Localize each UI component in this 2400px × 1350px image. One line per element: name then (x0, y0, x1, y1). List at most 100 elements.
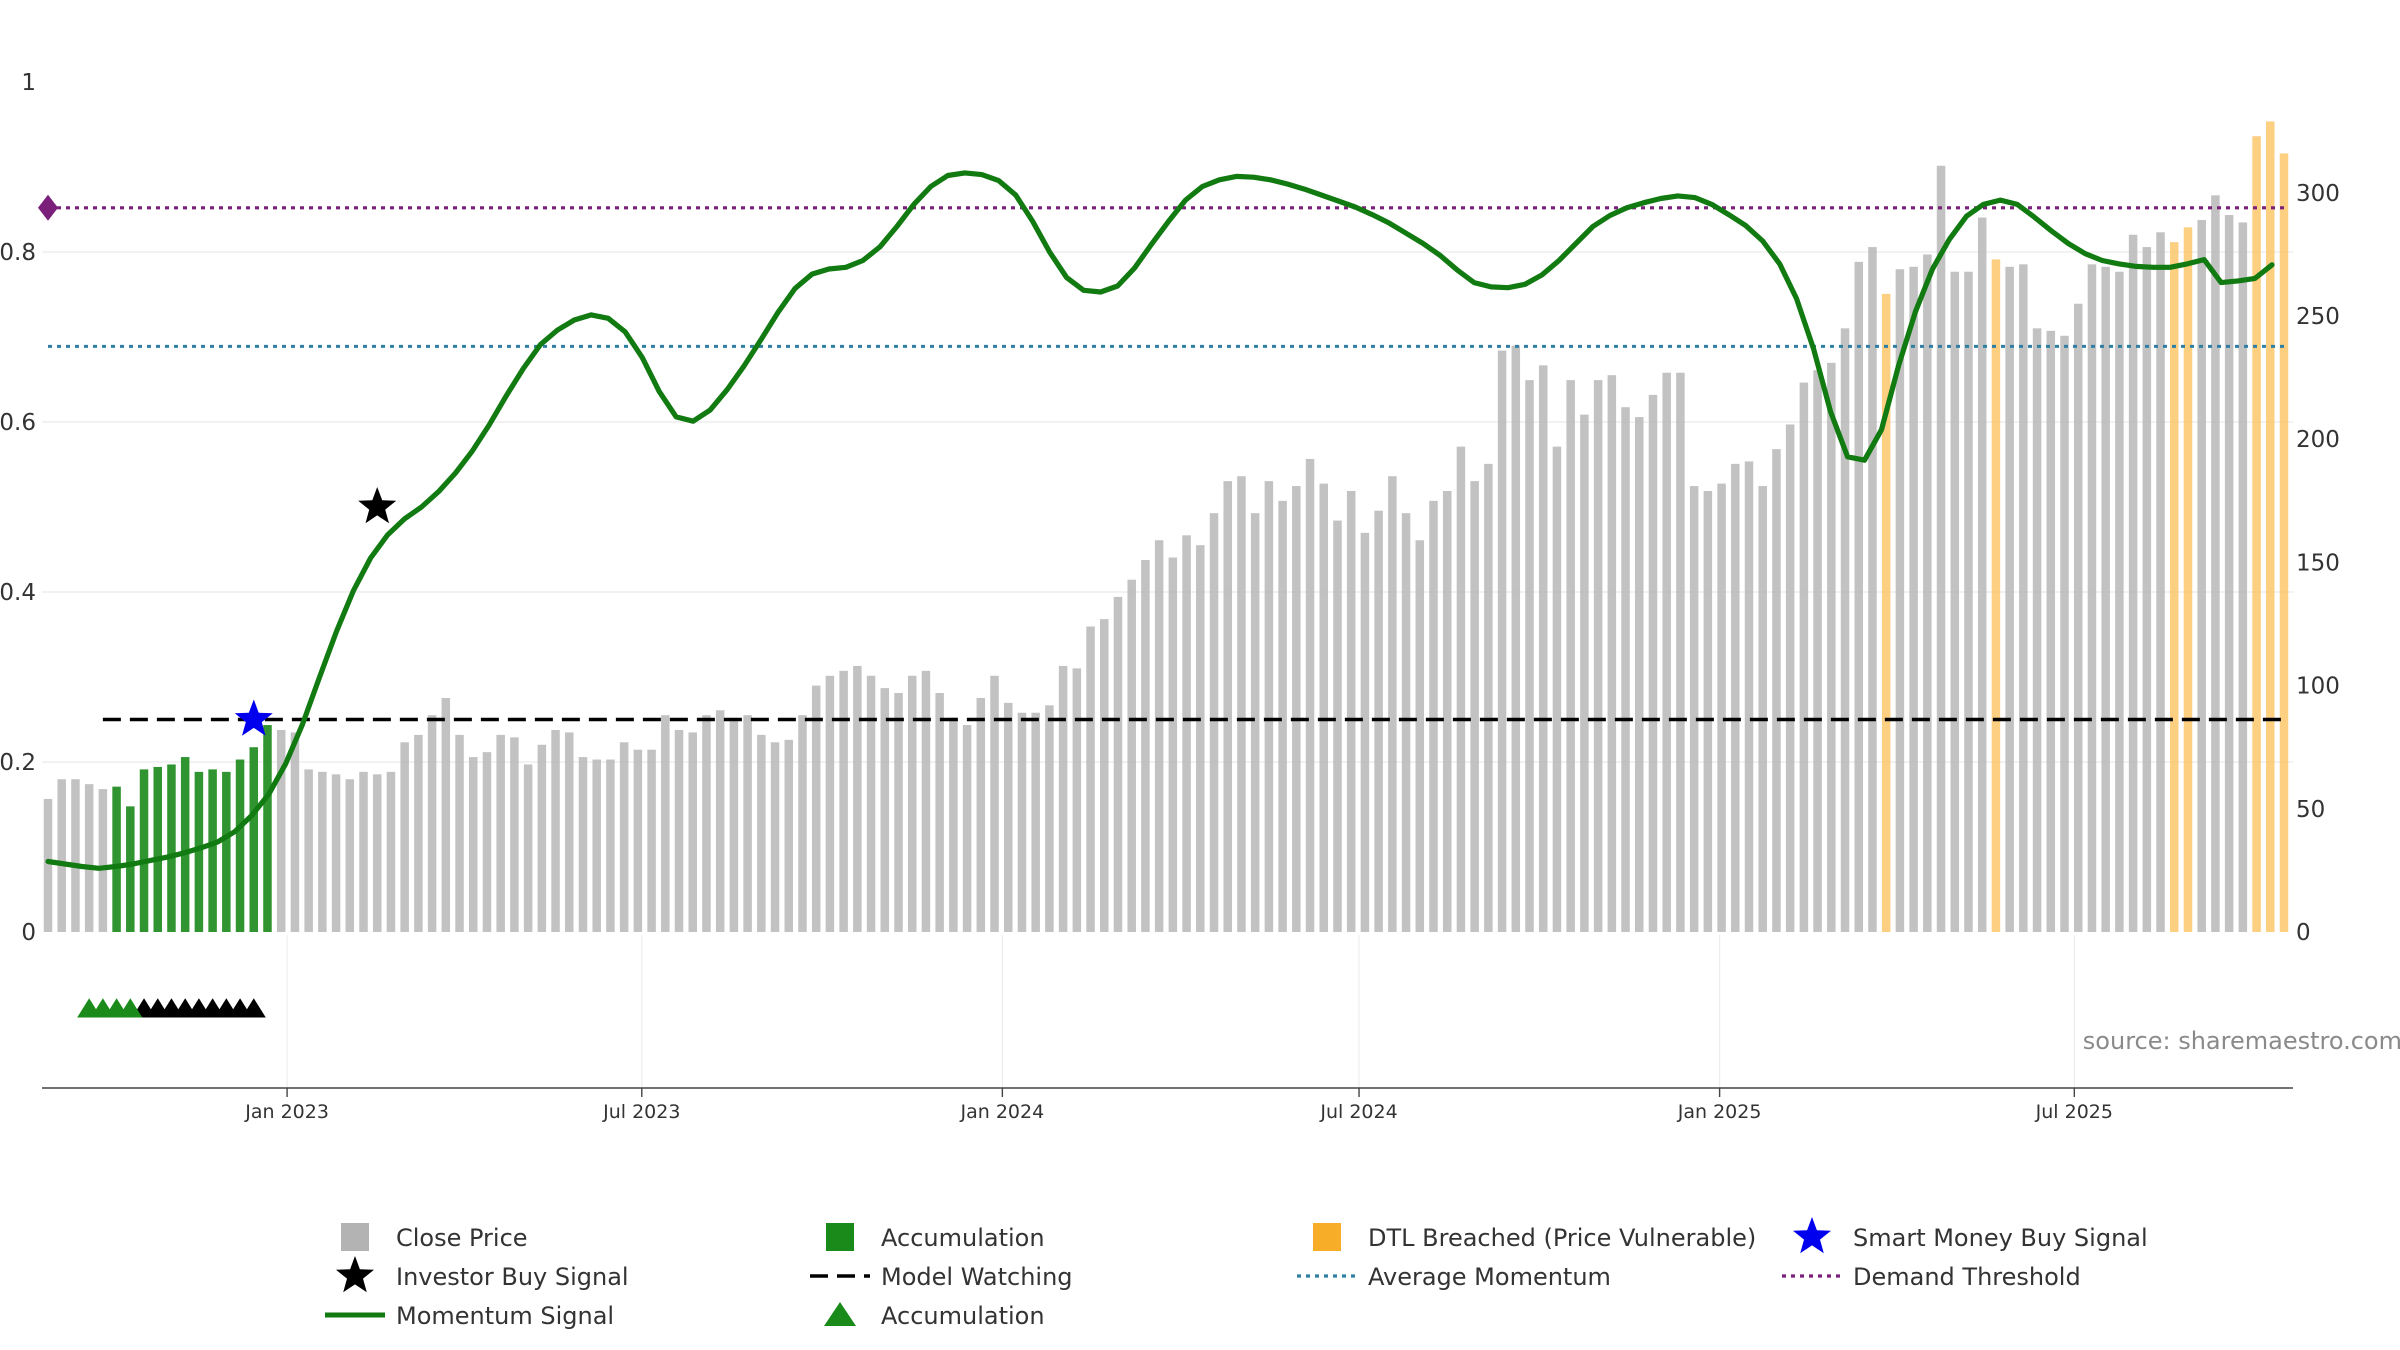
dtl-breached-bar (2183, 227, 2193, 933)
close-price-bar (1689, 486, 1699, 932)
close-price-bar (57, 779, 66, 932)
right-tick-label: 250 (2296, 304, 2340, 330)
close-price-bar (1758, 486, 1767, 932)
x-tick-label: Jul 2024 (1319, 1101, 1397, 1123)
right-tick-label: 0 (2296, 920, 2311, 946)
close-price-bar (496, 734, 505, 932)
close-price-bar (976, 697, 986, 932)
close-price-bar (1977, 217, 1987, 932)
close-price-bar (921, 670, 931, 932)
close-price-bar (1127, 579, 1136, 932)
legend-label: Accumulation (881, 1224, 1045, 1252)
close-price-bar (1799, 382, 1809, 932)
close-price-bar (1100, 619, 1109, 932)
left-axis-ticks: 0 0.2 0.4 0.6 0.8 1 (0, 70, 36, 946)
close-price-bar (1566, 380, 1575, 932)
close-price-bar (2156, 232, 2165, 932)
dtl-breached-bar (1881, 293, 1891, 933)
close-price-bar (1525, 380, 1534, 932)
close-price-bar (359, 771, 368, 932)
accumulation-bar (112, 786, 121, 932)
close-price-bar (907, 675, 917, 932)
right-tick-label: 300 (2296, 181, 2340, 207)
legend-swatch (1793, 1217, 1831, 1254)
close-price-bar (1635, 417, 1644, 932)
close-price-bar (949, 717, 958, 932)
legend-swatch (1313, 1223, 1341, 1251)
legend-label: Smart Money Buy Signal (1853, 1224, 2148, 1252)
close-price-bar (1840, 328, 1850, 932)
left-tick-label: 1 (21, 70, 36, 96)
close-price-bar (1854, 261, 1864, 932)
close-price-bar (565, 732, 574, 932)
close-price-bar (1497, 350, 1507, 932)
close-price-bar (2087, 264, 2097, 932)
accumulation-marker-green (118, 998, 143, 1018)
close-price-bar (715, 710, 725, 932)
accumulation-bar (167, 764, 176, 932)
close-price-bar (1813, 370, 1822, 932)
close-price-bar (1923, 254, 1932, 933)
reference-lines (38, 194, 2284, 722)
close-price-bar (1744, 461, 1754, 932)
close-price-bar (619, 742, 629, 932)
close-price-bar (345, 779, 355, 932)
close-price-bar (2115, 271, 2124, 932)
legend-label: Accumulation (881, 1302, 1045, 1330)
close-price-bar (853, 665, 862, 932)
close-price-bar (1360, 532, 1370, 932)
close-price-bar (1388, 476, 1397, 932)
right-tick-label: 150 (2296, 550, 2340, 576)
close-price-bar (2142, 247, 2152, 933)
legend-swatch (824, 1302, 856, 1326)
dtl-breached-bar (2252, 136, 2261, 933)
close-price-bar (400, 742, 409, 932)
close-price-bar (331, 774, 341, 932)
legend: Close Price Accumulation DTL Breached (Pri… (325, 1217, 2148, 1330)
close-price-bar (1305, 458, 1315, 932)
right-tick-label: 50 (2296, 797, 2325, 823)
source-label: source: sharemaestro.com (2083, 1027, 2400, 1055)
dtl-breached-bar (2279, 153, 2289, 932)
close-price-bar (84, 784, 94, 932)
close-price-bar (318, 771, 327, 932)
close-price-bar (1058, 665, 1068, 932)
legend-swatch (336, 1256, 374, 1293)
close-price-bar (1442, 490, 1452, 932)
close-price-bar (798, 715, 807, 932)
legend-item: Model Watching (810, 1263, 1073, 1291)
accumulation-bar (235, 759, 245, 932)
close-price-bar (2060, 335, 2069, 932)
close-price-bar (1676, 372, 1685, 933)
close-price-bars (43, 121, 2289, 933)
legend-label: Investor Buy Signal (396, 1263, 629, 1291)
close-price-bar (290, 732, 300, 932)
close-price-bar (304, 769, 313, 932)
close-price-bar (1017, 712, 1027, 932)
close-price-bar (839, 670, 848, 932)
close-price-bar (2224, 215, 2234, 933)
close-price-bar (1045, 705, 1054, 932)
close-price-bar (1470, 481, 1479, 932)
close-price-bar (1662, 372, 1671, 933)
close-price-bar (1703, 490, 1713, 932)
close-price-bar (1731, 463, 1740, 932)
momentum-signal-series (45, 170, 2275, 871)
close-price-bar (427, 715, 437, 932)
close-price-bar (935, 693, 944, 932)
legend-item: Accumulation (826, 1223, 1045, 1252)
close-price-bar (455, 734, 464, 932)
close-price-bar (1072, 668, 1082, 932)
close-price-bar (688, 732, 697, 932)
close-price-bar (1250, 513, 1260, 932)
close-price-bar (1621, 407, 1630, 932)
left-tick-label: 0.8 (0, 240, 36, 266)
accumulation-marker-black (241, 998, 266, 1018)
close-price-bar (482, 752, 492, 932)
close-price-bar (1415, 540, 1425, 932)
close-price-bar (1964, 271, 1973, 932)
x-tick-label: Jan 2025 (1677, 1101, 1762, 1123)
right-tick-label: 200 (2296, 427, 2340, 453)
accumulation-bar (180, 757, 190, 932)
close-price-bar (2128, 234, 2138, 933)
